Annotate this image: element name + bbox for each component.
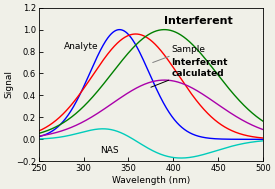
Text: NAS: NAS xyxy=(100,146,119,155)
Y-axis label: Signal: Signal xyxy=(4,70,13,98)
Text: Analyte: Analyte xyxy=(64,42,98,51)
Text: Interferent
calculated: Interferent calculated xyxy=(151,58,228,87)
X-axis label: Wavelength (nm): Wavelength (nm) xyxy=(112,176,190,185)
Text: Interferent: Interferent xyxy=(164,16,233,26)
Text: Sample: Sample xyxy=(153,45,205,63)
